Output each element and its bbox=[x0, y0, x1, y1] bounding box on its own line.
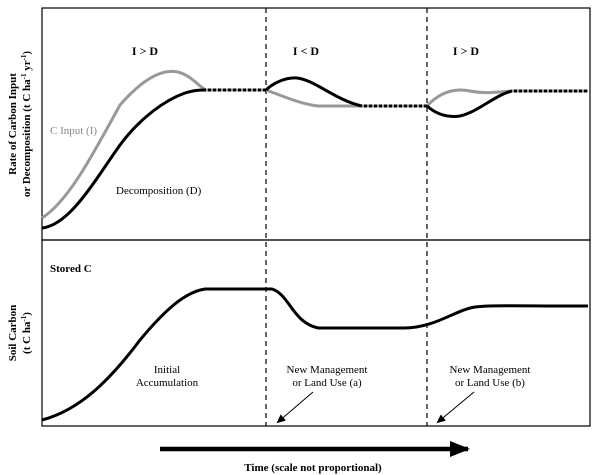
bottom-panel-frame bbox=[41, 239, 591, 427]
x-axis-label: Time (scale not proportional) bbox=[244, 462, 382, 474]
stored-c-curve bbox=[41, 287, 589, 422]
pointer-arrow-b bbox=[436, 391, 475, 424]
annotation-b-line1: New Management bbox=[450, 364, 531, 376]
annotation-initial-line2: Accumulation bbox=[136, 377, 199, 389]
top-y-axis-label-2: or Decomposition (t C ha-1 yr-1) bbox=[20, 51, 33, 198]
c-input-label: C Input (I) bbox=[50, 125, 97, 137]
annotation-a-line1: New Management bbox=[287, 364, 368, 376]
pointer-arrow-a bbox=[276, 391, 314, 424]
phase-label-3: I > D bbox=[453, 44, 480, 58]
decomposition-curve bbox=[41, 76, 513, 230]
top-y-axis-label: Rate of Carbon Input bbox=[7, 73, 19, 175]
stored-c-title: Stored C bbox=[50, 263, 92, 275]
c-input-curve bbox=[41, 69, 513, 220]
decomposition-label: Decomposition (D) bbox=[116, 185, 202, 197]
bottom-y-axis-label: Soil Carbon bbox=[7, 305, 19, 362]
phase-label-1: I > D bbox=[132, 44, 159, 58]
annotation-b-line2: or Land Use (b) bbox=[455, 377, 525, 389]
annotation-initial-line1: Initial bbox=[154, 364, 180, 376]
top-panel-frame bbox=[41, 7, 591, 241]
annotation-a-line2: or Land Use (a) bbox=[292, 377, 362, 389]
phase-label-2: I < D bbox=[293, 44, 320, 58]
bottom-y-axis-label-2: (t C ha-1) bbox=[20, 312, 33, 354]
